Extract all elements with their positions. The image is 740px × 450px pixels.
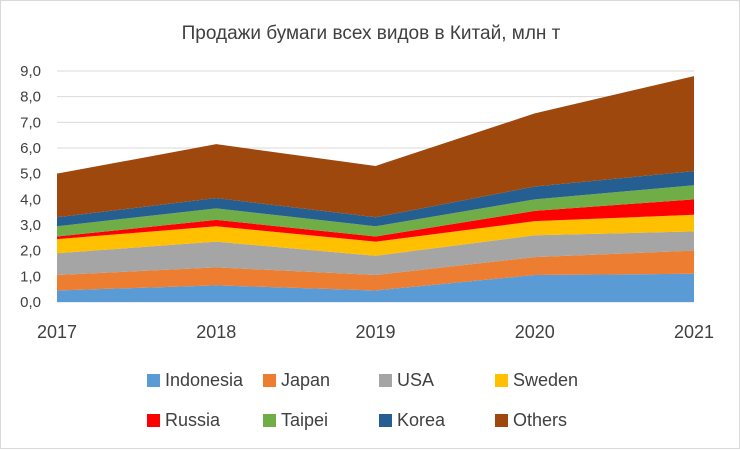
legend-swatch [379,374,392,387]
y-tick-label: 9,0 [20,63,41,80]
legend-swatch [147,374,160,387]
area-japan [57,250,694,291]
legend-swatch [147,414,160,427]
legend-label: Others [513,410,567,430]
legend-swatch [263,374,276,387]
legend-item-taipei: Taipei [263,410,328,430]
legend-item-korea: Korea [379,410,446,430]
legend-swatch [495,374,508,387]
legend-item-indonesia: Indonesia [147,370,244,390]
x-tick-label: 2017 [37,322,77,342]
legend-label: Russia [165,410,221,430]
y-tick-label: 7,0 [20,114,41,131]
y-tick-label: 2,0 [20,243,41,260]
y-tick-label: 3,0 [20,217,41,234]
legend-swatch [263,414,276,427]
legend-item-sweden: Sweden [495,370,578,390]
y-tick-label: 5,0 [20,166,41,183]
legend-label: Taipei [281,410,328,430]
legend-label: Indonesia [165,370,244,390]
legend-label: Korea [397,410,446,430]
legend-swatch [379,414,392,427]
y-tick-label: 4,0 [20,191,41,208]
legend-item-others: Others [495,410,567,430]
area-others [57,76,694,218]
y-tick-label: 8,0 [20,89,41,106]
legend-label: Japan [281,370,330,390]
area-sweden [57,214,694,256]
area-taipei [57,185,694,237]
area-usa [57,231,694,276]
y-tick-label: 6,0 [20,140,41,157]
legend-item-usa: USA [379,370,434,390]
legend-swatch [495,414,508,427]
x-tick-label: 2021 [674,322,714,342]
x-tick-label: 2020 [515,322,555,342]
area-indonesia [57,273,694,302]
legend: Indonesia Japan USA Sweden Russia Taipei Korea… [147,370,578,430]
x-tick-label: 2019 [355,322,395,342]
x-axis-ticks: 2017 2018 2019 2020 2021 [37,322,714,342]
y-tick-label: 0,0 [20,294,41,311]
y-axis-ticks: 0,0 1,0 2,0 3,0 4,0 5,0 6,0 7,0 8,0 9,0 [20,63,41,311]
y-tick-label: 1,0 [20,268,41,285]
legend-label: USA [397,370,434,390]
legend-item-japan: Japan [263,370,330,390]
legend-label: Sweden [513,370,578,390]
legend-item-russia: Russia [147,410,221,430]
x-tick-label: 2018 [196,322,236,342]
chart-title: Продажи бумаги всех видов в Китай, млн т [182,23,561,44]
area-series [57,76,694,302]
